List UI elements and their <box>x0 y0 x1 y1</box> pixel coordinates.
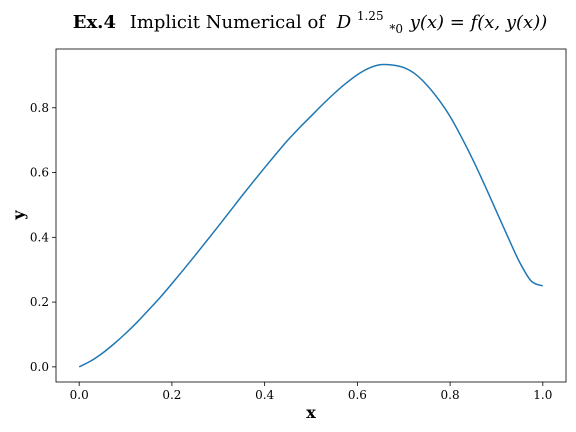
x-tick-label: 0.0 <box>70 388 89 402</box>
y-tick-label: 0.2 <box>30 295 49 309</box>
chart-title: Ex.4 Implicit Numerical of D 1.25 *0 y(x… <box>73 4 548 38</box>
title-superscript: 1.25 <box>357 9 384 23</box>
x-tick-label: 0.6 <box>348 388 367 402</box>
title-operator: D <box>336 12 352 33</box>
x-axis: 0.0 0.2 0.4 0.6 0.8 1.0 <box>70 382 552 402</box>
x-tick-label: 1.0 <box>533 388 552 402</box>
x-tick-label: 0.4 <box>255 388 274 402</box>
title-text: Implicit Numerical of <box>130 12 327 33</box>
title-equation: y(x) = f(x, y(x)) <box>409 12 548 33</box>
title-bold: Ex.4 <box>73 12 116 33</box>
y-tick-label: 0.0 <box>30 360 49 374</box>
y-tick-label: 0.4 <box>30 230 49 244</box>
plot-frame <box>55 48 567 383</box>
x-tick-label: 0.2 <box>162 388 181 402</box>
series-layer <box>78 63 544 368</box>
x-axis-label: x <box>306 403 316 422</box>
y-axis: 0.0 0.2 0.4 0.6 0.8 <box>30 101 56 374</box>
x-tick-label: 0.8 <box>441 388 460 402</box>
y-tick-label: 0.6 <box>30 166 49 180</box>
title-subscript: *0 <box>389 22 403 36</box>
series-line <box>78 63 544 368</box>
y-axis-label: y <box>9 210 28 221</box>
y-tick-label: 0.8 <box>30 101 49 115</box>
